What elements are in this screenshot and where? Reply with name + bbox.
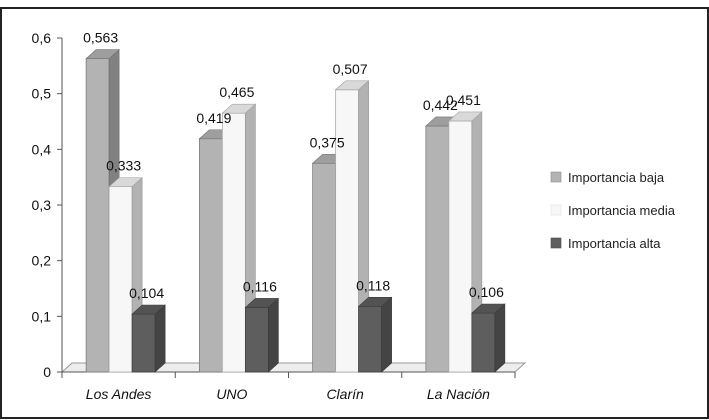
- y-tick-label: 0,5: [32, 86, 52, 102]
- y-tick-label: 0,4: [32, 141, 52, 157]
- bar-side: [268, 297, 279, 373]
- bar-top: [334, 80, 370, 91]
- legend-swatch: [550, 237, 562, 249]
- legend-item: Importancia alta: [550, 236, 661, 251]
- data-label: 0,375: [310, 134, 345, 150]
- bar-side: [494, 303, 506, 373]
- legend-swatch: [550, 204, 562, 216]
- y-tick-label: 0,1: [32, 308, 52, 324]
- bar-front: [108, 186, 133, 373]
- bar-front: [358, 305, 383, 373]
- bar-front: [244, 307, 269, 373]
- y-tick-label: 0,2: [32, 253, 52, 269]
- x-category-label: Los Andes: [86, 386, 152, 402]
- bar-side: [154, 304, 166, 373]
- bars: [85, 48, 506, 373]
- bar: [357, 296, 393, 373]
- data-label: 0,451: [446, 92, 481, 108]
- bar-top: [357, 297, 393, 307]
- data-labels: 0,563 0,333 0,104 0,419 0,465 0,116 0,375 0,507…: [83, 30, 504, 302]
- bar-top: [448, 111, 483, 122]
- y-tick-label: 0: [43, 364, 51, 380]
- x-axis: Los Andes UNO Clarín La Nación: [61, 372, 516, 402]
- legend: Importancia baja Importancia media Importa…: [550, 170, 676, 251]
- bar-top: [131, 304, 166, 315]
- legend-label: Importancia media: [568, 203, 676, 218]
- x-category-label: La Nación: [427, 386, 490, 402]
- data-label: 0,106: [469, 284, 504, 300]
- data-label: 0,442: [423, 97, 458, 113]
- data-label: 0,104: [129, 285, 164, 301]
- y-tick-label: 0,3: [32, 197, 52, 213]
- data-label: 0,419: [196, 110, 231, 126]
- bar-front: [131, 313, 156, 373]
- data-label: 0,333: [106, 158, 141, 174]
- x-category-label: Clarín: [326, 386, 364, 402]
- bar-front: [312, 162, 337, 373]
- bar-front: [471, 312, 496, 373]
- bar-front: [448, 120, 473, 373]
- bar: [244, 297, 280, 373]
- bar-front: [221, 112, 246, 373]
- bar-top: [85, 49, 120, 59]
- data-label: 0,118: [356, 277, 390, 293]
- bar-front: [335, 89, 360, 373]
- bar-top: [221, 103, 257, 114]
- data-label: 0,507: [333, 61, 368, 77]
- legend-item: Importancia baja: [550, 170, 665, 185]
- bar-side: [381, 296, 392, 373]
- bar-top: [471, 303, 506, 314]
- bar: [471, 303, 506, 373]
- bar: [131, 304, 166, 373]
- legend-label: Importancia baja: [568, 170, 665, 185]
- y-tick-label: 0,6: [32, 30, 52, 46]
- bar-front: [85, 58, 110, 373]
- legend-label: Importancia alta: [568, 236, 661, 251]
- legend-swatch: [550, 171, 562, 183]
- x-category-label: UNO: [216, 386, 247, 402]
- data-label: 0,116: [243, 278, 277, 294]
- bar-top: [244, 298, 280, 308]
- legend-item: Importancia media: [550, 203, 676, 218]
- bar-front: [425, 125, 450, 373]
- bar-top: [108, 177, 143, 187]
- data-label: 0,563: [83, 30, 118, 46]
- bar-front: [198, 138, 223, 373]
- data-label: 0,465: [219, 84, 254, 100]
